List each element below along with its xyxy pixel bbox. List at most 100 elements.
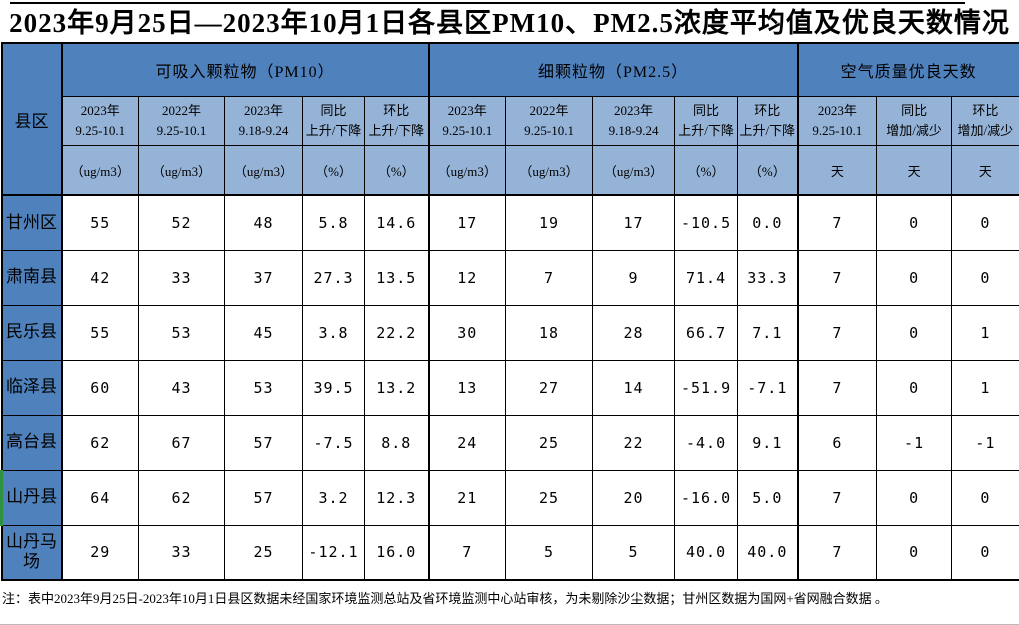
data-cell: 57 bbox=[224, 414, 303, 471]
data-cell: 0 bbox=[876, 524, 953, 581]
data-cell: 7 bbox=[796, 469, 878, 526]
data-cell: 55 bbox=[60, 194, 139, 251]
unit-header-cell: （ug/m3） bbox=[138, 145, 225, 196]
data-cell: 0 bbox=[876, 359, 953, 416]
table-row: 临泽县 60 43 53 39.5 13.2 13 27 14 -51.9 -7.1 7 0 1 bbox=[1, 359, 1019, 416]
data-cell: -7.1 bbox=[737, 359, 799, 416]
data-cell: 20 bbox=[592, 469, 676, 526]
period-header-cell: 2023年 9.25-10.1 bbox=[60, 96, 139, 146]
data-cell: 57 bbox=[224, 469, 303, 526]
data-cell: 25 bbox=[224, 524, 303, 581]
period-header-cell: 同比 上升/下降 bbox=[302, 96, 365, 146]
data-cell: 33.3 bbox=[737, 249, 799, 306]
group-header-good-days: 空气质量优良天数 bbox=[796, 42, 1019, 97]
data-cell: 7 bbox=[796, 359, 878, 416]
data-cell: 13.5 bbox=[363, 249, 430, 306]
unit-header-cell: 天 bbox=[951, 145, 1019, 196]
table-body: 甘州区 55 52 48 5.8 14.6 17 19 17 -10.5 0.0 7 0 0 肃南县 42 33… bbox=[0, 194, 1019, 581]
unit-header-cell: （%） bbox=[363, 145, 430, 196]
data-cell: 33 bbox=[138, 249, 225, 306]
data-cell: 16.0 bbox=[363, 524, 430, 581]
data-cell: 62 bbox=[60, 414, 139, 471]
data-cell: -16.0 bbox=[674, 469, 739, 526]
data-cell: 5 bbox=[505, 524, 594, 581]
data-cell: 13 bbox=[427, 359, 507, 416]
data-cell: 71.4 bbox=[674, 249, 739, 306]
unit-header-cell: 天 bbox=[796, 145, 878, 196]
data-cell: 0 bbox=[951, 249, 1019, 306]
data-cell: -12.1 bbox=[302, 524, 365, 581]
data-cell: 21 bbox=[427, 469, 507, 526]
table-row: 民乐县 55 53 45 3.8 22.2 30 18 28 66.7 7.1 7 0 1 bbox=[1, 304, 1019, 361]
data-cell: 22.2 bbox=[363, 304, 430, 361]
data-cell: 7 bbox=[427, 524, 507, 581]
data-cell: 7 bbox=[796, 249, 878, 306]
data-cell: 55 bbox=[60, 304, 139, 361]
unit-header-cell: （ug/m3） bbox=[592, 145, 676, 196]
data-cell: 14 bbox=[592, 359, 676, 416]
data-cell: 52 bbox=[138, 194, 225, 251]
data-cell: 40.0 bbox=[737, 524, 799, 581]
period-header-cell: 2022年 9.25-10.1 bbox=[505, 96, 594, 146]
data-cell: 25 bbox=[505, 469, 594, 526]
corner-header-county: 县区 bbox=[1, 42, 62, 196]
row-header-county: 肃南县 bbox=[1, 249, 62, 306]
data-cell: 30 bbox=[427, 304, 507, 361]
data-cell: 0 bbox=[951, 469, 1019, 526]
data-cell: 60 bbox=[60, 359, 139, 416]
data-cell: -51.9 bbox=[674, 359, 739, 416]
data-cell: -7.5 bbox=[302, 414, 365, 471]
data-cell: 67 bbox=[138, 414, 225, 471]
data-cell: 42 bbox=[60, 249, 139, 306]
data-cell: 12 bbox=[427, 249, 507, 306]
data-cell: 64 bbox=[60, 469, 139, 526]
unit-header-row: （ug/m3） （ug/m3） （ug/m3） （%） （%） （ug/m3） （ug/m3… bbox=[2, 145, 1019, 196]
data-cell: 27.3 bbox=[302, 249, 365, 306]
data-cell: -1 bbox=[876, 414, 953, 471]
data-cell: 5.0 bbox=[737, 469, 799, 526]
period-header-cell: 2022年 9.25-10.1 bbox=[138, 96, 225, 146]
data-cell: 14.6 bbox=[363, 194, 430, 251]
data-cell: 1 bbox=[951, 359, 1019, 416]
group-header-pm25: 细颗粒物（PM2.5） bbox=[427, 42, 799, 97]
unit-header-cell: （%） bbox=[737, 145, 799, 196]
data-cell: 7 bbox=[796, 524, 878, 581]
row-header-county: 甘州区 bbox=[1, 194, 62, 251]
group-header-row: 县区 可吸入颗粒物（PM10） 细颗粒物（PM2.5） 空气质量优良天数 bbox=[1, 42, 1019, 196]
data-cell: 43 bbox=[138, 359, 225, 416]
data-cell: -4.0 bbox=[674, 414, 739, 471]
data-cell: -1 bbox=[951, 414, 1019, 471]
data-cell: 39.5 bbox=[302, 359, 365, 416]
row-header-county: 民乐县 bbox=[1, 304, 62, 361]
unit-header-cell: 天 bbox=[876, 145, 953, 196]
period-header-cell: 2023年 9.25-10.1 bbox=[427, 96, 507, 146]
period-header-cell: 同比 上升/下降 bbox=[674, 96, 739, 146]
data-cell: 24 bbox=[427, 414, 507, 471]
data-cell: 66.7 bbox=[674, 304, 739, 361]
row-header-county: 山丹县 bbox=[0, 469, 62, 526]
data-cell: 25 bbox=[505, 414, 594, 471]
data-cell: 5 bbox=[592, 524, 676, 581]
data-cell: 0 bbox=[951, 194, 1019, 251]
data-cell: 0.0 bbox=[737, 194, 799, 251]
table-row: 山丹马场 29 33 25 -12.1 16.0 7 5 5 40.0 40.0 7 0 0 bbox=[1, 524, 1019, 581]
data-cell: 45 bbox=[224, 304, 303, 361]
data-cell: 0 bbox=[876, 194, 953, 251]
data-cell: 3.8 bbox=[302, 304, 365, 361]
page-title: 2023年9月25日—2023年10月1日各县区PM10、PM2.5浓度平均值及… bbox=[0, 0, 1019, 42]
group-header-pm10: 可吸入颗粒物（PM10） bbox=[60, 42, 430, 97]
unit-header-cell: （ug/m3） bbox=[60, 145, 139, 196]
data-cell: 8.8 bbox=[363, 414, 430, 471]
data-cell: 7 bbox=[796, 194, 878, 251]
data-cell: 7 bbox=[796, 304, 878, 361]
data-cell: 33 bbox=[138, 524, 225, 581]
data-cell: 0 bbox=[876, 469, 953, 526]
period-header-cell: 同比 增加/减少 bbox=[876, 96, 953, 146]
data-cell: 17 bbox=[427, 194, 507, 251]
data-cell: 9 bbox=[592, 249, 676, 306]
data-cell: 27 bbox=[505, 359, 594, 416]
data-cell: 3.2 bbox=[302, 469, 365, 526]
data-cell: 9.1 bbox=[737, 414, 799, 471]
row-header-county: 高台县 bbox=[1, 414, 62, 471]
